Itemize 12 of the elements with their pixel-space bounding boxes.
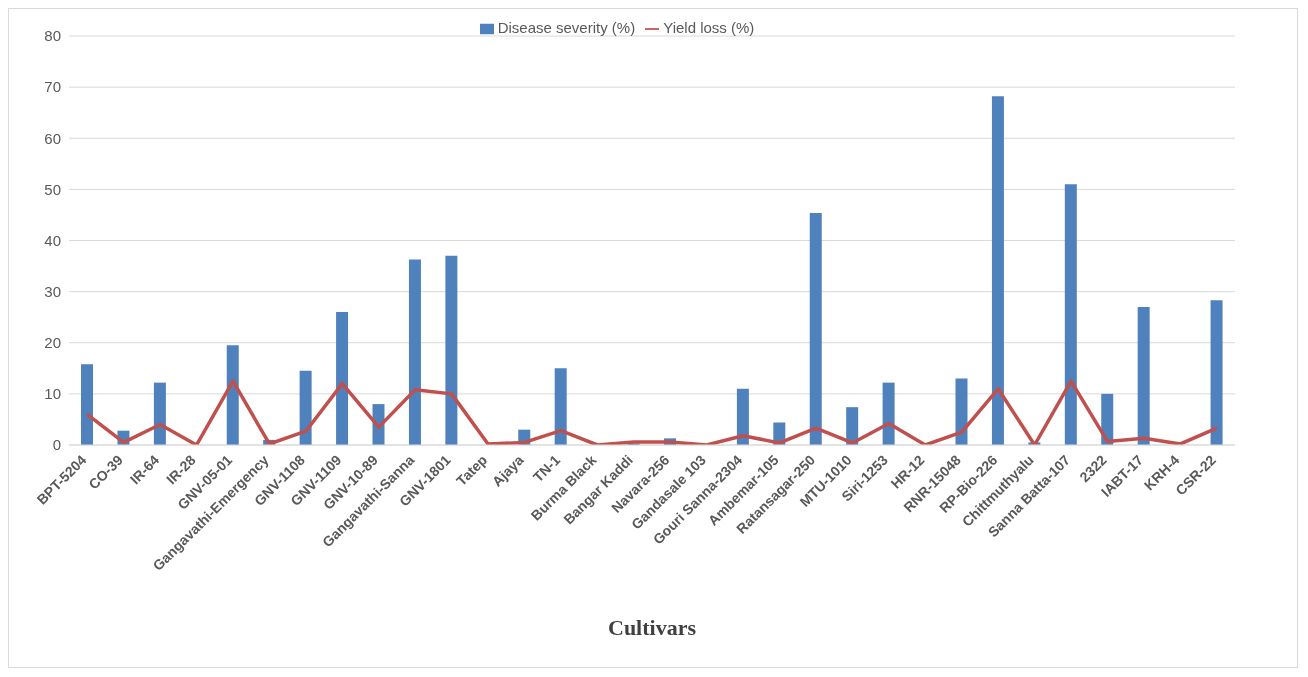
y-tick-label: 0 <box>52 436 61 454</box>
y-tick-label: 70 <box>44 78 61 96</box>
x-axis-title: Cultivars <box>608 615 697 640</box>
y-tick-label: 30 <box>44 282 61 300</box>
y-tick-label: 40 <box>44 231 61 249</box>
y-tick-label: 50 <box>44 180 61 198</box>
legend-label: Yield loss (%) <box>663 19 755 36</box>
y-tick-label: 20 <box>44 334 61 352</box>
y-tick-label: 10 <box>44 385 61 403</box>
y-tick-label: 80 <box>44 27 61 45</box>
legend-label: Disease severity (%) <box>497 19 636 36</box>
y-tick-label: 60 <box>44 129 61 147</box>
